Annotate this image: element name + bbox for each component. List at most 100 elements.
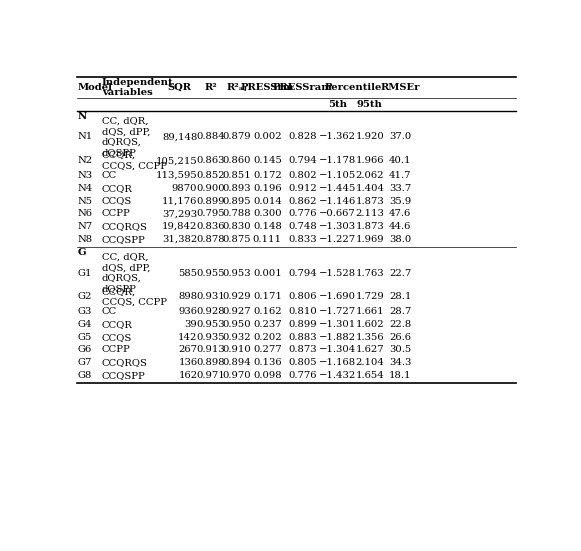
Text: 0.776: 0.776 [288,371,317,380]
Text: CC: CC [102,171,117,180]
Text: −1.105: −1.105 [318,171,356,180]
Text: −1.362: −1.362 [318,132,356,142]
Text: G8: G8 [77,371,91,380]
Text: −1.178: −1.178 [318,156,356,165]
Text: 1.969: 1.969 [356,235,384,244]
Text: 0.836: 0.836 [197,222,225,231]
Text: 19,842: 19,842 [162,222,198,231]
Text: 2.104: 2.104 [356,358,384,367]
Text: 0.970: 0.970 [223,371,252,380]
Text: 1.654: 1.654 [356,371,384,380]
Text: 89,148: 89,148 [162,132,198,142]
Text: N: N [77,112,87,121]
Text: −1.528: −1.528 [318,269,356,278]
Text: 0.830: 0.830 [223,222,252,231]
Text: 33.7: 33.7 [389,184,411,193]
Text: 0.794: 0.794 [288,156,317,165]
Text: 0.878: 0.878 [197,235,225,244]
Text: 0.898: 0.898 [197,358,225,367]
Text: CCQR: CCQR [102,184,133,193]
Text: 9870: 9870 [172,184,198,193]
Text: N5: N5 [77,197,92,206]
Text: 0.862: 0.862 [288,197,317,206]
Text: CCQRQS: CCQRQS [102,222,148,231]
Text: 1.356: 1.356 [356,333,384,342]
Text: 0.098: 0.098 [253,371,282,380]
Text: 0.748: 0.748 [288,222,317,231]
Text: 44.6: 44.6 [389,222,411,231]
Text: Percentile: Percentile [324,83,382,92]
Text: 0.014: 0.014 [253,197,282,206]
Text: 0.895: 0.895 [223,197,252,206]
Text: 267: 267 [178,345,198,354]
Text: 0.794: 0.794 [288,269,317,278]
Text: 0.776: 0.776 [288,209,317,218]
Text: 0.237: 0.237 [253,320,282,329]
Text: SQR: SQR [167,83,192,92]
Text: 2.113: 2.113 [356,209,384,218]
Text: −1.146: −1.146 [318,197,356,206]
Text: 0.950: 0.950 [223,320,252,329]
Text: 0.971: 0.971 [197,371,225,380]
Text: G3: G3 [77,307,91,316]
Text: CCQRQS: CCQRQS [102,358,148,367]
Text: R²: R² [205,83,217,92]
Text: 26.6: 26.6 [389,333,411,342]
Text: 11,176: 11,176 [162,197,198,206]
Text: 0.788: 0.788 [223,209,252,218]
Text: 0.899: 0.899 [197,197,225,206]
Text: 30.5: 30.5 [389,345,411,354]
Text: CCQS: CCQS [102,197,132,206]
Text: CCPP: CCPP [102,345,131,354]
Text: 0.833: 0.833 [288,235,317,244]
Text: 35.9: 35.9 [389,197,411,206]
Text: G5: G5 [77,333,91,342]
Text: Model: Model [77,83,112,92]
Text: 28.7: 28.7 [389,307,411,316]
Text: G7: G7 [77,358,91,367]
Text: −1.445: −1.445 [318,184,356,193]
Text: 136: 136 [178,358,198,367]
Text: 0.935: 0.935 [197,333,225,342]
Text: −1.168: −1.168 [318,358,356,367]
Text: N4: N4 [77,184,92,193]
Text: 1.920: 1.920 [356,132,384,142]
Text: 1.602: 1.602 [356,320,384,329]
Text: N3: N3 [77,171,92,180]
Text: 0.953: 0.953 [223,269,252,278]
Text: 39: 39 [185,320,198,329]
Text: G2: G2 [77,293,91,301]
Text: 0.148: 0.148 [253,222,282,231]
Text: 0.145: 0.145 [253,156,282,165]
Text: CCQR,
CCQS, CCPP: CCQR, CCQS, CCPP [102,151,167,170]
Text: 0.202: 0.202 [253,333,282,342]
Text: 0.932: 0.932 [223,333,252,342]
Text: 0.899: 0.899 [288,320,317,329]
Text: −1.227: −1.227 [318,235,356,244]
Text: 0.851: 0.851 [223,171,252,180]
Text: N7: N7 [77,222,92,231]
Text: CC, dQR,
dQS, dPP,
dQRQS,
dQSPP: CC, dQR, dQS, dPP, dQRQS, dQSPP [102,253,150,293]
Text: 0.875: 0.875 [223,235,252,244]
Text: 37,293: 37,293 [162,209,198,218]
Text: 1.873: 1.873 [356,222,384,231]
Text: 0.300: 0.300 [253,209,282,218]
Text: 0.879: 0.879 [223,132,252,142]
Text: 1.661: 1.661 [356,307,384,316]
Text: PRESSrm: PRESSrm [241,83,294,92]
Text: −1.301: −1.301 [318,320,356,329]
Text: 0.910: 0.910 [223,345,252,354]
Text: 0.927: 0.927 [223,307,252,316]
Text: 0.873: 0.873 [288,345,317,354]
Text: 0.893: 0.893 [223,184,252,193]
Text: 47.6: 47.6 [389,209,411,218]
Text: 0.196: 0.196 [253,184,282,193]
Text: 31,382: 31,382 [162,235,198,244]
Text: 0.806: 0.806 [288,293,317,301]
Text: 0.002: 0.002 [253,132,282,142]
Text: 0.860: 0.860 [223,156,251,165]
Text: 5th: 5th [328,100,347,109]
Text: 0.162: 0.162 [253,307,282,316]
Text: 0.883: 0.883 [288,333,317,342]
Text: 0.884: 0.884 [197,132,225,142]
